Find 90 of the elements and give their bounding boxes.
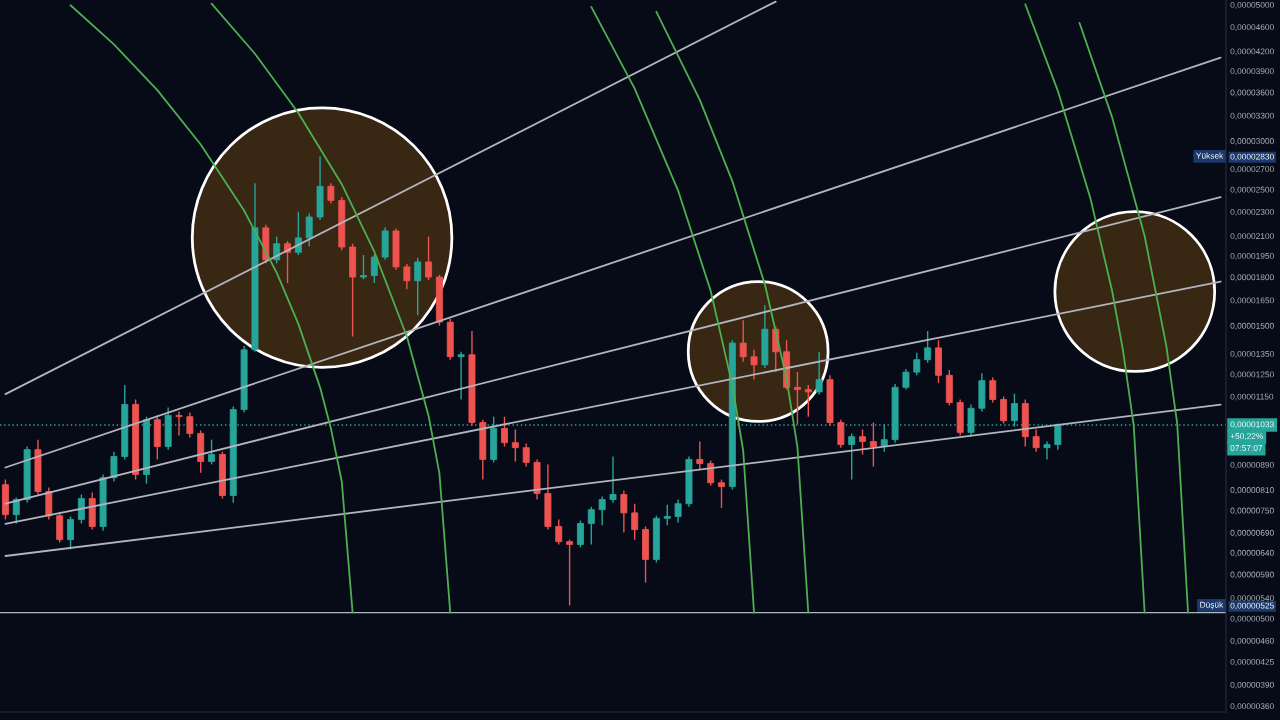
y-tick-label: 0,00000750: [1230, 507, 1274, 515]
y-tick-label: 0,00000390: [1230, 681, 1274, 689]
line-series: [655, 10, 810, 614]
candlestick: [924, 330, 932, 364]
text: +50,22%: [1230, 433, 1263, 441]
candlestick: [305, 212, 313, 248]
y-tick-label: 0,00002100: [1230, 233, 1274, 241]
candlestick: [327, 182, 335, 204]
candlestick: [425, 235, 433, 281]
y-tick-label: 0,00003000: [1230, 138, 1274, 145]
candlestick: [457, 351, 465, 401]
y-tick-label: 0,00003900: [1230, 68, 1274, 76]
candlestick: [360, 254, 367, 280]
candlestick: [793, 371, 801, 426]
candlestick: [718, 478, 725, 509]
y-tick-label: 0,00001250: [1230, 371, 1274, 379]
candlestick: [566, 538, 574, 607]
y-tick-label: 0,00001650: [1230, 297, 1274, 305]
candlestick: [620, 489, 628, 534]
candlestick: [110, 450, 118, 483]
candlestick: [273, 235, 281, 265]
candlestick: [859, 428, 866, 456]
candlestick: [696, 440, 704, 471]
y-tick-label: 0,00000590: [1230, 571, 1274, 579]
y-tick-label: 0,00002300: [1230, 208, 1274, 216]
candlestick: [522, 442, 530, 468]
candlestick: [587, 506, 595, 546]
candlestick: [804, 384, 812, 418]
candlestick: [1000, 395, 1008, 425]
candlestick: [598, 495, 606, 527]
candlestick: [707, 459, 715, 487]
candlestick: [869, 421, 877, 468]
candlestick: [674, 498, 682, 524]
candlestick: [631, 503, 639, 541]
annotation: Düşük: [1200, 601, 1224, 610]
candlestick: [837, 419, 845, 449]
ref-line-label: 0,00001033: [1230, 421, 1274, 429]
y-tick-label: 0,00001800: [1230, 274, 1274, 282]
candlestick: [815, 351, 823, 396]
candlestick: [609, 455, 617, 504]
y-tick-label: 0,00000810: [1230, 487, 1274, 494]
y-tick-label: 0,00000500: [1230, 615, 1274, 623]
line-series: [590, 5, 755, 614]
candlestick: [403, 263, 411, 290]
y-tick-label: 0,00001500: [1230, 322, 1274, 330]
y-tick-label: 0,00000460: [1230, 637, 1274, 645]
y-tick-label: 0,00003600: [1230, 89, 1274, 97]
candlestick: [501, 415, 508, 448]
y-tick-label: 0,00001350: [1230, 350, 1274, 358]
candlestick: [1032, 428, 1040, 453]
y-tick-label: 0,00004200: [1230, 48, 1274, 56]
text: 07:57:07: [1230, 445, 1263, 451]
line-series: [1078, 22, 1189, 614]
candlestick: [186, 411, 194, 439]
y-tick-label: 0,00000640: [1230, 549, 1274, 557]
candlestick: [913, 352, 921, 377]
candlestick: [576, 519, 584, 548]
candlestick: [1043, 440, 1051, 461]
y-tick-label: 0,00002830: [1230, 153, 1274, 161]
candlestick: [294, 211, 302, 256]
y-tick-label: 0,00001150: [1230, 393, 1274, 401]
candlestick: [902, 368, 910, 391]
y-tick-label: 0,00000540: [1230, 595, 1274, 603]
candlestick: [175, 410, 183, 437]
candlestick: [511, 428, 519, 463]
candlestick: [739, 319, 747, 363]
y-tick-label: 0,00000690: [1230, 529, 1274, 537]
y-tick-label: 0,00000360: [1230, 703, 1274, 711]
y-tick-label: 0,00001950: [1230, 252, 1274, 260]
line-series: [210, 2, 452, 614]
candlestick: [555, 518, 563, 546]
candlestick: [56, 511, 64, 544]
line-series: [69, 4, 354, 614]
y-tick-label: 0,00003300: [1230, 112, 1274, 120]
line-series: [1024, 3, 1146, 614]
candlestick: [848, 432, 856, 481]
annotation: Yüksek: [1196, 152, 1224, 159]
y-tick-label: 0,00002700: [1230, 166, 1274, 174]
candlestick: [989, 376, 997, 404]
candlestick: [750, 349, 758, 381]
candlestick: [414, 257, 422, 316]
y-tick-label: 0,00004600: [1230, 24, 1274, 32]
y-tick-label: 0,00000890: [1230, 461, 1274, 469]
y-tick-label: 0,00000425: [1230, 658, 1274, 666]
y-tick-label: 0,00000525: [1230, 602, 1274, 610]
y-tick-label: 0,00005000: [1230, 1, 1274, 9]
candlestick: [663, 504, 671, 527]
candlestick: [370, 253, 378, 284]
candlestick: [208, 438, 216, 466]
y-tick-label: 0,00002500: [1230, 186, 1274, 194]
